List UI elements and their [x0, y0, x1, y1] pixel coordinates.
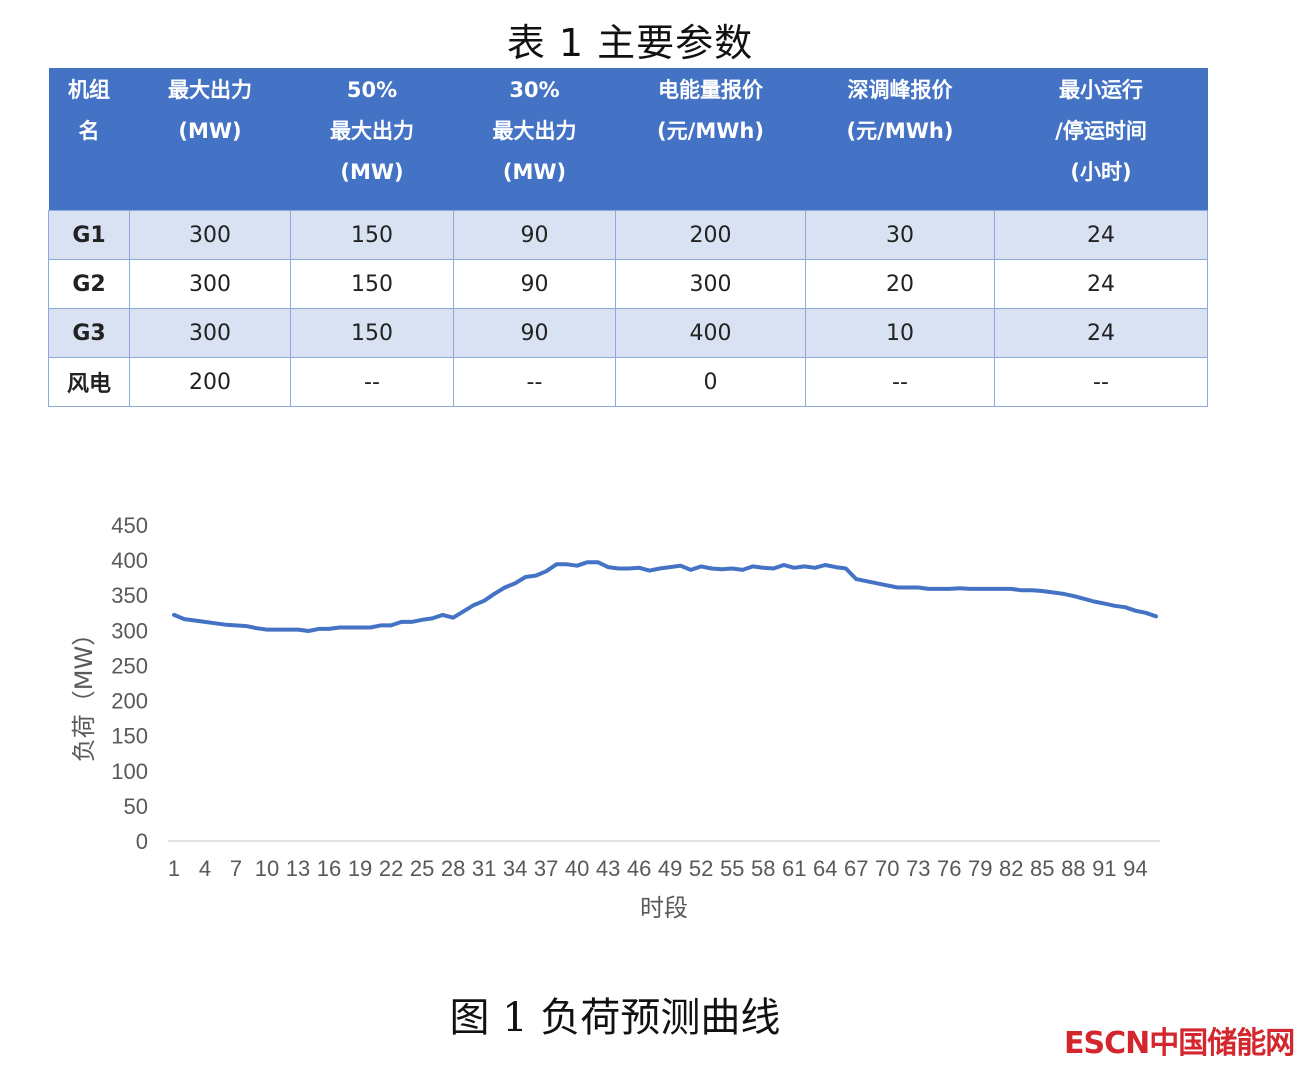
x-axis-title: 时段: [640, 894, 688, 922]
table-cell: 30: [805, 210, 995, 260]
header-30pct-output: 30% 最大出力 (MW): [453, 68, 616, 211]
y-axis-title: 负荷（MW）: [70, 622, 98, 762]
table-cell: 300: [129, 308, 291, 358]
table-cell: 150: [290, 308, 454, 358]
table-cell: 200: [129, 357, 291, 407]
table-row: G1 300 150 90 200 30 24: [48, 210, 1208, 260]
x-tick-label: 88: [1061, 856, 1085, 881]
table-cell: 0: [615, 357, 806, 407]
table-cell: --: [453, 357, 616, 407]
x-tick-label: 10: [255, 856, 279, 881]
table-cell: 24: [994, 259, 1208, 309]
cell-unit-name: 风电: [48, 357, 130, 407]
table-header-row: 机组名 最大出力 (MW) 50% 最大出力 (MW) 30% 最大出力 (MW) 电能量…: [48, 68, 1208, 211]
table-cell: 300: [129, 210, 291, 260]
table-cell: 20: [805, 259, 995, 309]
x-tick-label: 31: [472, 856, 496, 881]
y-tick-label: 100: [111, 759, 148, 784]
parameters-table: 机组名 最大出力 (MW) 50% 最大出力 (MW) 30% 最大出力 (MW) 电能量…: [48, 68, 1208, 407]
header-50pct-output: 50% 最大出力 (MW): [290, 68, 454, 211]
x-tick-label: 85: [1030, 856, 1054, 881]
x-tick-label: 7: [230, 856, 242, 881]
table-cell: 90: [453, 210, 616, 260]
cell-unit-name: G2: [48, 259, 130, 309]
figure-caption: 图 1 负荷预测曲线: [449, 995, 781, 1041]
table-cell: --: [805, 357, 995, 407]
table-cell: 150: [290, 210, 454, 260]
header-max-output: 最大出力 (MW): [129, 68, 291, 211]
table-row: 风电 200 -- -- 0 -- --: [48, 357, 1208, 407]
x-tick-label: 1: [168, 856, 180, 881]
header-unit-name: 机组名: [48, 68, 130, 211]
x-tick-label: 4: [199, 856, 211, 881]
table-cell: 90: [453, 308, 616, 358]
x-tick-label: 46: [627, 856, 651, 881]
table-cell: 300: [615, 259, 806, 309]
y-tick-label: 200: [111, 689, 148, 714]
table-cell: --: [994, 357, 1208, 407]
x-tick-label: 61: [782, 856, 806, 881]
header-min-run-time: 最小运行/停运时间 (小时): [994, 68, 1208, 211]
x-tick-label: 82: [999, 856, 1023, 881]
cell-unit-name: G3: [48, 308, 130, 358]
y-tick-label: 50: [124, 794, 148, 819]
x-tick-label: 76: [937, 856, 961, 881]
x-tick-label: 22: [379, 856, 403, 881]
y-tick-label: 450: [111, 513, 148, 538]
x-tick-label: 52: [689, 856, 713, 881]
x-tick-label: 67: [844, 856, 868, 881]
x-tick-label: 79: [968, 856, 992, 881]
y-tick-label: 250: [111, 653, 148, 678]
header-energy-price: 电能量报价 (元/MWh): [615, 68, 806, 211]
table-cell: 200: [615, 210, 806, 260]
x-tick-label: 43: [596, 856, 620, 881]
table-cell: --: [290, 357, 454, 407]
table-cell: 24: [994, 308, 1208, 358]
escn-watermark: ESCN中国储能网: [1064, 1026, 1295, 1061]
header-peak-shaving-price: 深调峰报价 (元/MWh): [805, 68, 995, 211]
x-tick-label: 55: [720, 856, 744, 881]
x-tick-label: 64: [813, 856, 837, 881]
x-tick-label: 37: [534, 856, 558, 881]
table-row: G2 300 150 90 300 20 24: [48, 259, 1208, 309]
table-cell: 300: [129, 259, 291, 309]
table-title: 表 1 主要参数: [506, 21, 754, 65]
y-tick-label: 400: [111, 548, 148, 573]
x-tick-label: 70: [875, 856, 899, 881]
table-cell: 150: [290, 259, 454, 309]
y-tick-label: 150: [111, 724, 148, 749]
x-tick-label: 91: [1092, 856, 1116, 881]
y-tick-label: 350: [111, 583, 148, 608]
x-tick-label: 25: [410, 856, 434, 881]
table-cell: 24: [994, 210, 1208, 260]
table-cell: 90: [453, 259, 616, 309]
x-tick-label: 34: [503, 856, 527, 881]
x-tick-label: 49: [658, 856, 682, 881]
table-cell: 10: [805, 308, 995, 358]
x-tick-label: 16: [317, 856, 341, 881]
cell-unit-name: G1: [48, 210, 130, 260]
x-tick-label: 58: [751, 856, 775, 881]
x-tick-label: 40: [565, 856, 589, 881]
table-cell: 400: [615, 308, 806, 358]
load-forecast-chart: 0 50 100 150 200 250 300 350 400 450 1 4 7 10 13 16 19 22…: [70, 513, 1160, 922]
y-tick-label: 0: [136, 829, 148, 854]
x-tick-label: 94: [1123, 856, 1147, 881]
x-tick-label: 19: [348, 856, 372, 881]
x-tick-label: 73: [906, 856, 930, 881]
x-tick-label: 28: [441, 856, 465, 881]
table-row: G3 300 150 90 400 10 24: [48, 308, 1208, 358]
x-tick-label: 13: [286, 856, 310, 881]
load-series-line: [172, 560, 1158, 633]
y-tick-label: 300: [111, 618, 148, 643]
